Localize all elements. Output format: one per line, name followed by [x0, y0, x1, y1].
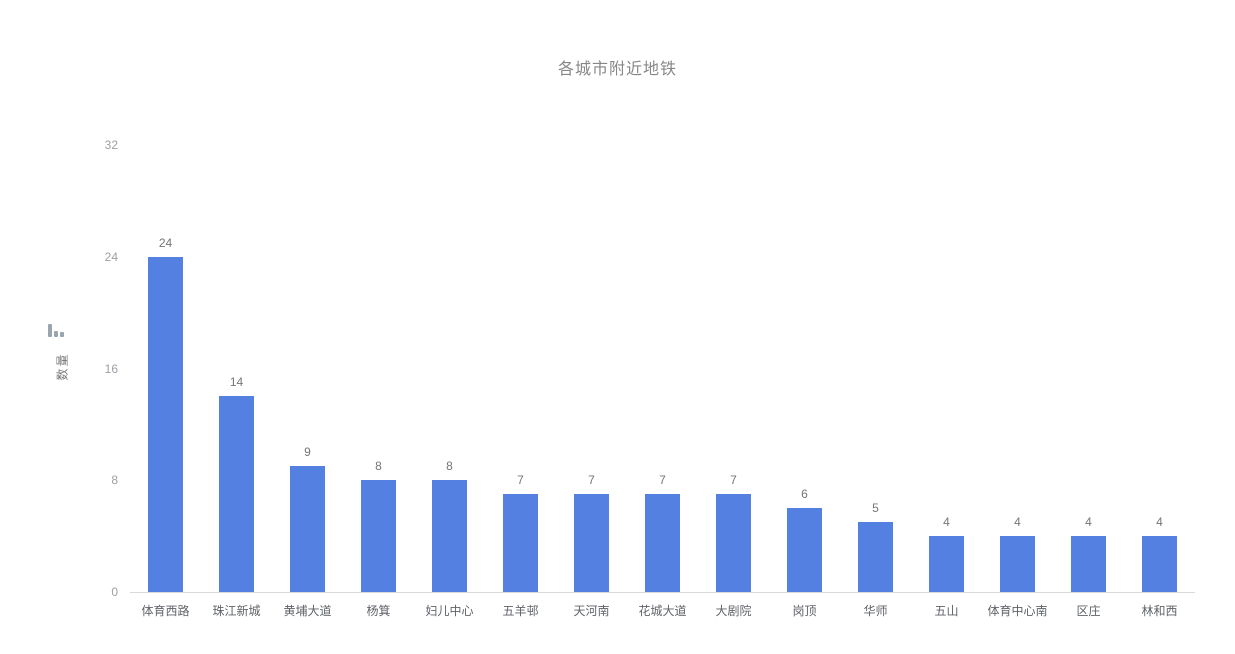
bar-value-label: 6	[801, 487, 808, 502]
x-axis-category-label: 大剧院	[715, 604, 752, 618]
x-axis-category-label: 杨箕	[366, 604, 391, 618]
y-axis-tick-label: 24	[104, 249, 118, 264]
bar[interactable]	[290, 466, 325, 592]
y-axis-tick-label: 16	[104, 361, 118, 376]
bar-value-label: 7	[588, 473, 595, 488]
metric-group	[46, 323, 70, 337]
bar-value-label: 5	[872, 501, 879, 516]
x-axis-category-label: 区庄	[1076, 604, 1101, 618]
bar-column: 7 大剧院	[698, 145, 769, 618]
bar[interactable]	[574, 494, 609, 592]
x-axis-category-label: 天河南	[573, 604, 610, 618]
x-axis-category-label: 珠江新城	[212, 604, 261, 618]
bar-value-label: 4	[1085, 515, 1092, 530]
bar-column: 4 五山	[911, 145, 982, 618]
bar-value-label: 8	[375, 459, 382, 474]
mini-bar-2	[54, 331, 58, 337]
bar[interactable]	[929, 536, 964, 592]
bar[interactable]	[645, 494, 680, 592]
bar-value-label: 24	[158, 235, 173, 250]
x-axis-category-label: 五山	[934, 604, 959, 618]
x-axis-category-label: 花城大道	[638, 604, 687, 618]
bar[interactable]	[858, 522, 893, 592]
bar-column: 8 杨箕	[343, 145, 414, 618]
x-axis-category-label: 体育西路	[141, 604, 190, 618]
bar[interactable]	[503, 494, 538, 592]
y-axis-tick-label: 32	[104, 138, 118, 152]
bar[interactable]	[148, 256, 183, 592]
bar-column: 4 林和西	[1124, 145, 1195, 618]
bar[interactable]	[1000, 536, 1035, 592]
x-axis-category-label: 五羊邨	[502, 604, 539, 618]
bar-value-label: 7	[730, 473, 737, 488]
mini-bar-chart-icon	[48, 323, 70, 337]
x-axis-category-label: 体育中心南	[987, 604, 1048, 618]
bar-column: 7 花城大道	[627, 145, 698, 618]
bar-column: 7 五羊邨	[485, 145, 556, 618]
bar[interactable]	[361, 480, 396, 592]
x-axis-category-label: 林和西	[1141, 604, 1178, 618]
chart-title: 各城市附近地铁	[557, 61, 677, 78]
bar-value-label: 9	[304, 445, 311, 460]
bar-column: 8 妇儿中心	[414, 145, 485, 618]
bar-value-label: 7	[517, 473, 524, 488]
bar-value-label: 7	[659, 473, 666, 488]
x-axis-category-label: 岗顶	[792, 604, 817, 618]
bar[interactable]	[1142, 536, 1177, 592]
y-axis-tick-label: 0	[111, 585, 118, 599]
bar-value-label: 8	[446, 459, 453, 474]
mini-bar-1	[48, 324, 52, 337]
bar[interactable]	[716, 494, 751, 592]
bar-column: 14 珠江新城	[201, 145, 272, 618]
bar-column: 7 天河南	[556, 145, 627, 618]
bar-value-label: 4	[1156, 515, 1163, 530]
bar-column: 4 区庄	[1053, 145, 1124, 618]
bar-value-label: 4	[1014, 515, 1021, 530]
bar-column: 5 华师	[840, 145, 911, 618]
bar-column: 4 体育中心南	[982, 145, 1053, 618]
bar-value-label: 4	[943, 515, 950, 530]
bar-value-label: 14	[229, 375, 244, 390]
bar-column: 6 岗顶	[769, 145, 840, 618]
bar-column: 9 黄埔大道	[272, 145, 343, 618]
mini-bar-3	[60, 332, 64, 337]
bar-column: 24 体育西路	[130, 145, 201, 618]
x-axis-category-label: 黄埔大道	[283, 604, 332, 618]
y-axis-tick-label: 8	[111, 473, 118, 488]
plot-area: 24 体育西路 14 珠江新城 9 黄埔大道 8 杨箕 8 妇儿中心 7 五羊邨 7 天河南 7 花城大道 7 大…	[130, 145, 1195, 618]
bar[interactable]	[219, 396, 254, 592]
x-axis-category-label: 妇儿中心	[425, 604, 474, 618]
y-axis: 0 8 16 24 32	[0, 0, 118, 654]
x-axis-category-label: 华师	[863, 604, 888, 618]
bar[interactable]	[432, 480, 467, 592]
bar[interactable]	[787, 508, 822, 592]
bar[interactable]	[1071, 536, 1106, 592]
